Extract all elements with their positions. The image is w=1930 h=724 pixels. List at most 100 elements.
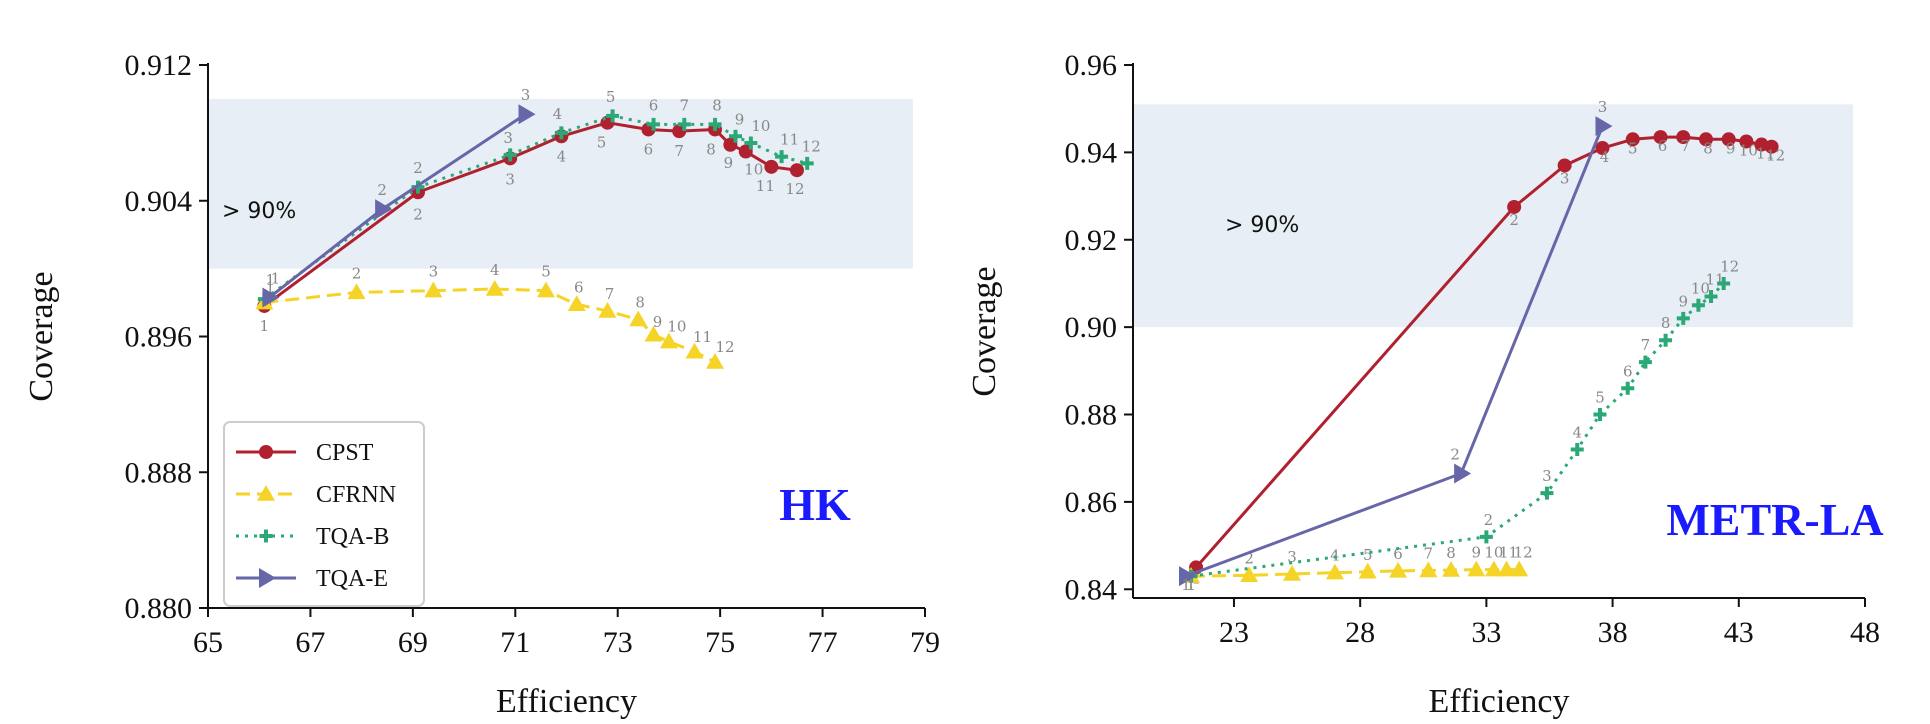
y-tick-label: 0.90 bbox=[1065, 311, 1118, 344]
y-tick-label: 0.84 bbox=[1065, 573, 1118, 606]
point-label-cpst-2: 2 bbox=[1509, 211, 1519, 229]
point-cfrnn-9 bbox=[644, 325, 663, 342]
point-label-cfrnn-11: 11 bbox=[693, 328, 712, 346]
point-label-cfrnn-7: 7 bbox=[605, 285, 615, 303]
point-tqa-b-2 bbox=[1479, 530, 1493, 544]
point-cfrnn-12 bbox=[1510, 560, 1529, 577]
point-label-tqa-e-1: 1 bbox=[271, 269, 281, 287]
legend: CPST CFRNN TQA-B TQA-E bbox=[223, 421, 425, 607]
series-line-tqa-b bbox=[263, 114, 808, 301]
point-label-tqa-b-6: 6 bbox=[649, 96, 659, 114]
point-tqa-e-2 bbox=[375, 199, 393, 220]
point-cpst-11 bbox=[764, 159, 779, 174]
point-cpst-8 bbox=[1698, 132, 1713, 147]
point-label-tqa-b-2: 2 bbox=[413, 159, 423, 177]
y-tick-label: 0.904 bbox=[125, 185, 193, 218]
point-label-tqa-b-7: 7 bbox=[680, 96, 690, 114]
point-label-cfrnn-2: 2 bbox=[352, 264, 362, 282]
point-tqa-e-3 bbox=[518, 104, 536, 125]
point-cpst-5 bbox=[1625, 132, 1640, 147]
point-label-cpst-10: 10 bbox=[1739, 141, 1758, 159]
y-tick-label: 0.96 bbox=[1065, 49, 1118, 82]
point-cfrnn-6 bbox=[567, 295, 586, 312]
point-tqa-b-5 bbox=[606, 109, 620, 123]
point-label-cpst-8: 8 bbox=[1703, 139, 1713, 157]
band-label: > 90% bbox=[222, 199, 296, 224]
legend-label-tqa-e: TQA-E bbox=[316, 566, 388, 592]
point-tqa-b-12 bbox=[800, 156, 814, 170]
point-label-cpst-5: 5 bbox=[1628, 139, 1638, 157]
x-tick-label: 75 bbox=[705, 626, 735, 659]
x-tick-label: 43 bbox=[1724, 616, 1754, 649]
point-cfrnn-11 bbox=[1497, 560, 1516, 577]
x-tick-label: 65 bbox=[193, 626, 223, 659]
point-cpst-6 bbox=[1653, 130, 1668, 145]
y-tick-label: 0.92 bbox=[1065, 224, 1118, 257]
point-label-tqa-b-10: 10 bbox=[1691, 279, 1710, 297]
point-label-cfrnn-5: 5 bbox=[541, 263, 551, 281]
point-label-cfrnn-10: 10 bbox=[667, 318, 686, 336]
point-label-tqa-e-3: 3 bbox=[521, 86, 531, 104]
point-tqa-b-11 bbox=[775, 150, 789, 164]
point-cpst-10 bbox=[1739, 134, 1754, 149]
point-tqa-b-9 bbox=[729, 129, 743, 143]
point-cfrnn-7 bbox=[598, 302, 617, 318]
point-label-cfrnn-3: 3 bbox=[429, 263, 439, 281]
point-label-cfrnn-12: 12 bbox=[715, 338, 734, 356]
y-axis-title: Coverage bbox=[23, 271, 60, 401]
point-label-cpst-11: 11 bbox=[756, 177, 775, 195]
y-tick-label: 0.880 bbox=[125, 592, 193, 625]
series-line-tqa-b bbox=[1190, 282, 1725, 578]
point-label-cpst-7: 7 bbox=[1680, 137, 1690, 155]
point-label-cfrnn-3: 3 bbox=[1287, 548, 1297, 566]
point-label-tqa-b-8: 8 bbox=[712, 96, 722, 114]
point-label-cpst-2: 2 bbox=[413, 205, 423, 223]
point-label-cpst-8: 8 bbox=[706, 140, 716, 158]
point-label-cpst-10: 10 bbox=[744, 161, 763, 179]
legend-marker-tqa-e bbox=[259, 568, 276, 588]
point-cfrnn-5 bbox=[537, 281, 556, 298]
point-cfrnn-10 bbox=[659, 332, 678, 349]
point-tqa-b-7 bbox=[677, 117, 691, 131]
point-tqa-b-4 bbox=[554, 126, 568, 140]
y-tick-label: 0.88 bbox=[1065, 399, 1118, 432]
y-tick-label: 0.888 bbox=[125, 456, 193, 489]
point-label-tqa-b-3: 3 bbox=[1542, 467, 1552, 485]
point-tqa-e-1 bbox=[1179, 566, 1197, 587]
point-label-cpst-6: 6 bbox=[1658, 137, 1668, 155]
point-cfrnn-2 bbox=[1240, 566, 1259, 583]
point-label-tqa-b-9: 9 bbox=[735, 110, 745, 128]
legend-marker-cpst bbox=[259, 445, 273, 459]
x-tick-label: 79 bbox=[910, 626, 940, 659]
point-cfrnn-3 bbox=[1283, 564, 1302, 581]
x-axis-title: Efficiency bbox=[496, 683, 637, 720]
point-label-cpst-4: 4 bbox=[557, 147, 567, 165]
point-label-tqa-b-12: 12 bbox=[1720, 257, 1739, 275]
point-tqa-b-10 bbox=[1691, 298, 1705, 312]
point-label-cfrnn-6: 6 bbox=[1393, 545, 1403, 563]
point-label-cpst-6: 6 bbox=[644, 140, 654, 158]
point-cpst-7 bbox=[1676, 130, 1691, 145]
point-label-cfrnn-7: 7 bbox=[1424, 544, 1434, 562]
x-axis-title: Efficiency bbox=[1429, 683, 1570, 720]
legend-label-cfrnn: CFRNN bbox=[316, 482, 396, 508]
point-tqa-b-4 bbox=[1570, 442, 1584, 456]
legend-label-tqa-b: TQA-B bbox=[316, 524, 389, 550]
point-cfrnn-8 bbox=[629, 310, 648, 327]
point-label-tqa-b-5: 5 bbox=[1595, 389, 1605, 407]
point-tqa-b-12 bbox=[1717, 276, 1731, 290]
x-tick-label: 38 bbox=[1598, 616, 1628, 649]
series-tqa-e: 1 2 3 bbox=[262, 86, 536, 308]
point-tqa-b-3 bbox=[1540, 486, 1554, 500]
point-label-cfrnn-8: 8 bbox=[1446, 544, 1456, 562]
point-tqa-b-3 bbox=[503, 148, 517, 162]
point-tqa-b-8 bbox=[708, 117, 722, 131]
point-cfrnn-12 bbox=[706, 352, 725, 369]
legend-marker-tqa-b bbox=[259, 529, 273, 543]
point-tqa-e-1 bbox=[262, 287, 280, 308]
point-cfrnn-5 bbox=[1358, 562, 1377, 579]
point-label-cpst-9: 9 bbox=[1726, 139, 1736, 157]
point-label-cpst-1: 1 bbox=[260, 317, 270, 335]
